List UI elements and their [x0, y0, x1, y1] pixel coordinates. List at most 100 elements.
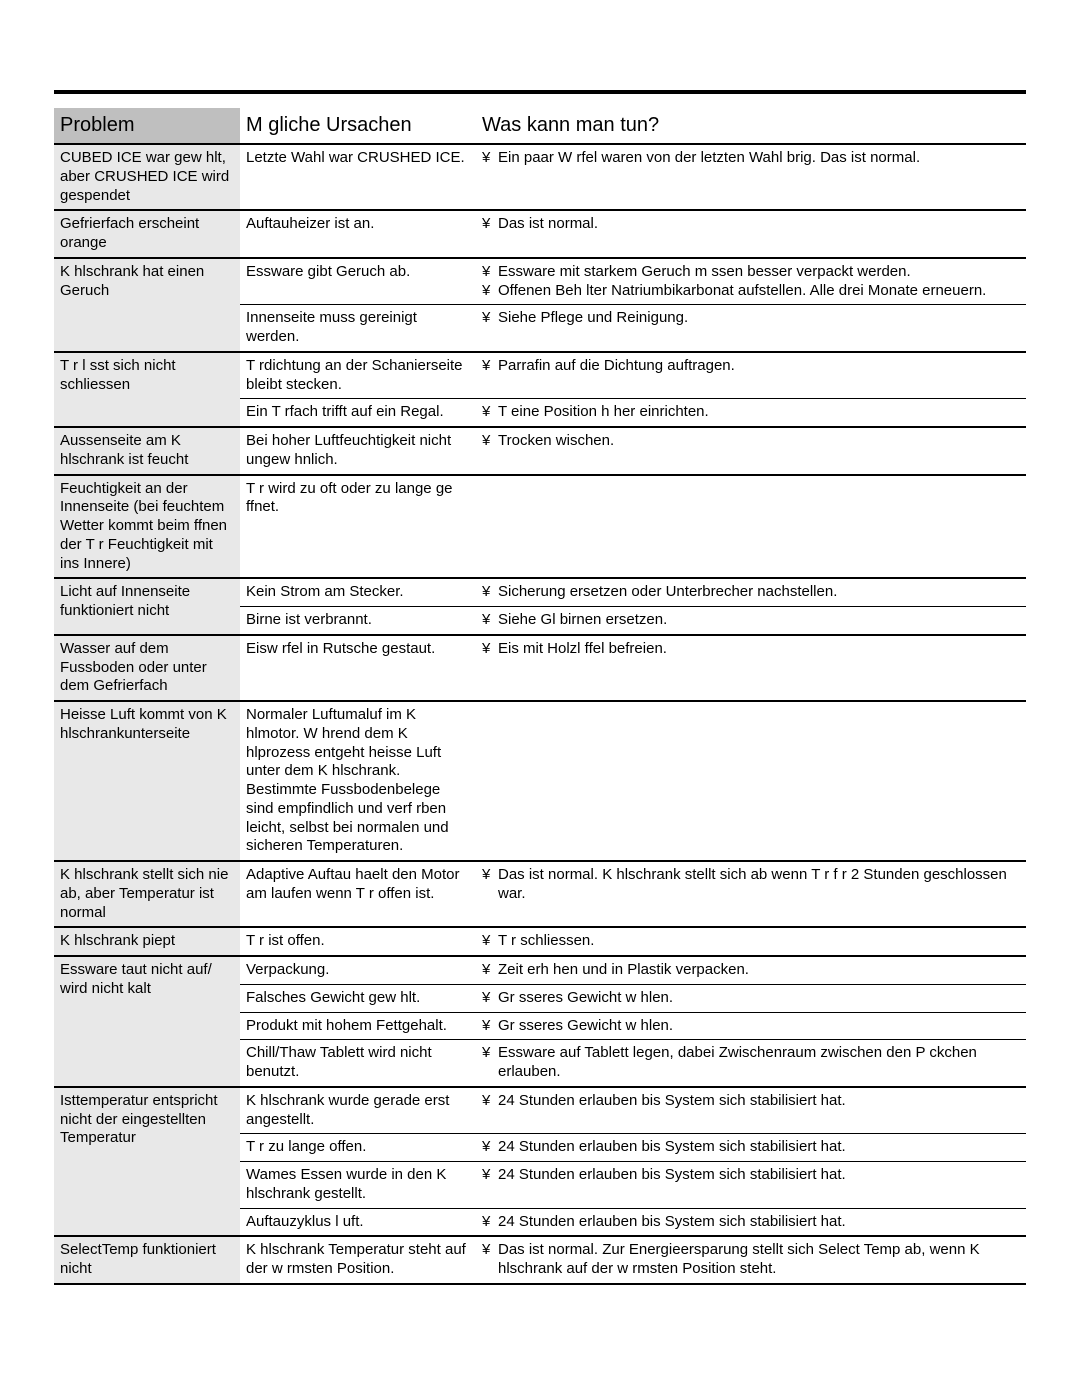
solution-line: ¥Ein paar W rfel waren von der letzten W…	[482, 149, 1018, 168]
table-row: Heisse Luft kommt von K hlschrankunterse…	[54, 701, 1026, 861]
solution-line: ¥Eis mit Holzl ffel befreien.	[482, 640, 1018, 659]
problem-cell: K hlschrank hat einen Geruch	[54, 258, 240, 352]
bullet-icon: ¥	[482, 215, 494, 234]
solution-cell: ¥Siehe Pflege und Reinigung.	[476, 305, 1026, 352]
solution-cell: ¥24 Stunden erlauben bis System sich sta…	[476, 1134, 1026, 1162]
table-header-row: Problem M gliche Ursachen Was kann man t…	[54, 108, 1026, 144]
troubleshooting-table: Problem M gliche Ursachen Was kann man t…	[54, 108, 1026, 1285]
col-header-solution: Was kann man tun?	[476, 108, 1026, 144]
solution-line: ¥Siehe Pflege und Reinigung.	[482, 309, 1018, 328]
solution-cell: ¥Ein paar W rfel waren von der letzten W…	[476, 144, 1026, 210]
solution-line: ¥24 Stunden erlauben bis System sich sta…	[482, 1138, 1018, 1157]
cause-cell: Birne ist verbrannt.	[240, 607, 476, 635]
problem-cell: Licht auf Innenseite funktioniert nicht	[54, 578, 240, 635]
solution-line: ¥Offenen Beh lter Natriumbikarbonat aufs…	[482, 282, 1018, 301]
solution-text: Siehe Pflege und Reinigung.	[498, 309, 1018, 328]
problem-cell: K hlschrank piept	[54, 927, 240, 956]
bullet-icon: ¥	[482, 961, 494, 980]
solution-text: Sicherung ersetzen oder Unterbrecher nac…	[498, 583, 1018, 602]
bullet-icon: ¥	[482, 1044, 494, 1063]
bullet-icon: ¥	[482, 583, 494, 602]
table-body: CUBED ICE war gew hlt, aber CRUSHED ICE …	[54, 144, 1026, 1284]
table-row: T r l sst sich nicht schliessenT rdichtu…	[54, 352, 1026, 399]
solution-text: Eis mit Holzl ffel befreien.	[498, 640, 1018, 659]
table-row: K hlschrank stellt sich nie ab, aber Tem…	[54, 861, 1026, 927]
cause-cell: K hlschrank Temperatur steht auf der w r…	[240, 1236, 476, 1284]
solution-cell: ¥Eis mit Holzl ffel befreien.	[476, 635, 1026, 701]
bullet-icon: ¥	[482, 1213, 494, 1232]
solution-text: Das ist normal. K hlschrank stellt sich …	[498, 866, 1018, 904]
solution-line: ¥Sicherung ersetzen oder Unterbrecher na…	[482, 583, 1018, 602]
solution-line: ¥Das ist normal. K hlschrank stellt sich…	[482, 866, 1018, 904]
table-row: Gefrierfach erscheint orangeAuftauheizer…	[54, 210, 1026, 258]
problem-cell: Feuchtigkeit an der Innenseite (bei feuc…	[54, 475, 240, 579]
bullet-icon: ¥	[482, 403, 494, 422]
solution-cell: ¥Gr sseres Gewicht w hlen.	[476, 1012, 1026, 1040]
cause-cell: Adaptive Auftau haelt den Motor am laufe…	[240, 861, 476, 927]
solution-line: ¥T eine Position h her einrichten.	[482, 403, 1018, 422]
bullet-icon: ¥	[482, 357, 494, 376]
bullet-icon: ¥	[482, 149, 494, 168]
solution-line: ¥Gr sseres Gewicht w hlen.	[482, 1017, 1018, 1036]
solution-text: 24 Stunden erlauben bis System sich stab…	[498, 1092, 1018, 1111]
table-row: Feuchtigkeit an der Innenseite (bei feuc…	[54, 475, 1026, 579]
solution-cell	[476, 701, 1026, 861]
bullet-icon: ¥	[482, 932, 494, 951]
bullet-icon: ¥	[482, 640, 494, 659]
solution-line: ¥Essware auf Tablett legen, dabei Zwisch…	[482, 1044, 1018, 1082]
solution-cell: ¥Trocken wischen.	[476, 427, 1026, 475]
solution-cell: ¥Siehe Gl birnen ersetzen.	[476, 607, 1026, 635]
solution-text: Parrafin auf die Dichtung auftragen.	[498, 357, 1018, 376]
bullet-icon: ¥	[482, 1092, 494, 1111]
table-row: CUBED ICE war gew hlt, aber CRUSHED ICE …	[54, 144, 1026, 210]
solution-line: ¥Gr sseres Gewicht w hlen.	[482, 989, 1018, 1008]
bullet-icon: ¥	[482, 1017, 494, 1036]
bullet-icon: ¥	[482, 309, 494, 328]
page: Problem M gliche Ursachen Was kann man t…	[0, 0, 1080, 1345]
cause-cell: Kein Strom am Stecker.	[240, 578, 476, 606]
cause-cell: Normaler Luftumaluf im K hlmotor. W hren…	[240, 701, 476, 861]
cause-cell: Eisw rfel in Rutsche gestaut.	[240, 635, 476, 701]
solution-line: ¥Essware mit starkem Geruch m ssen besse…	[482, 263, 1018, 282]
cause-cell: Essware gibt Geruch ab.	[240, 258, 476, 305]
table-row: Aussenseite am K hlschrank ist feuchtBei…	[54, 427, 1026, 475]
solution-text: Gr sseres Gewicht w hlen.	[498, 1017, 1018, 1036]
solution-line: ¥Trocken wischen.	[482, 432, 1018, 451]
bullet-icon: ¥	[482, 282, 494, 301]
bullet-icon: ¥	[482, 1241, 494, 1260]
top-rule	[54, 90, 1026, 94]
problem-cell: K hlschrank stellt sich nie ab, aber Tem…	[54, 861, 240, 927]
cause-cell: Bei hoher Luftfeuchtigkeit nicht ungew h…	[240, 427, 476, 475]
cause-cell: T r wird zu oft oder zu lange ge ffnet.	[240, 475, 476, 579]
cause-cell: Auftauheizer ist an.	[240, 210, 476, 258]
solution-text: 24 Stunden erlauben bis System sich stab…	[498, 1138, 1018, 1157]
problem-cell: Heisse Luft kommt von K hlschrankunterse…	[54, 701, 240, 861]
solution-line: ¥Parrafin auf die Dichtung auftragen.	[482, 357, 1018, 376]
solution-cell: ¥T eine Position h her einrichten.	[476, 399, 1026, 427]
solution-text: 24 Stunden erlauben bis System sich stab…	[498, 1213, 1018, 1232]
cause-cell: Produkt mit hohem Fettgehalt.	[240, 1012, 476, 1040]
solution-text: Offenen Beh lter Natriumbikarbonat aufst…	[498, 282, 1018, 301]
solution-text: Trocken wischen.	[498, 432, 1018, 451]
problem-cell: Aussenseite am K hlschrank ist feucht	[54, 427, 240, 475]
solution-text: T r schliessen.	[498, 932, 1018, 951]
cause-cell: Verpackung.	[240, 956, 476, 984]
bullet-icon: ¥	[482, 263, 494, 282]
problem-cell: CUBED ICE war gew hlt, aber CRUSHED ICE …	[54, 144, 240, 210]
solution-line: ¥Zeit erh hen und in Plastik verpacken.	[482, 961, 1018, 980]
solution-line: ¥Das ist normal. Zur Energieersparung st…	[482, 1241, 1018, 1279]
solution-text: Ein paar W rfel waren von der letzten Wa…	[498, 149, 1018, 168]
solution-cell: ¥Essware mit starkem Geruch m ssen besse…	[476, 258, 1026, 305]
cause-cell: Letzte Wahl war CRUSHED ICE.	[240, 144, 476, 210]
problem-cell: Gefrierfach erscheint orange	[54, 210, 240, 258]
problem-cell: Wasser auf dem Fussboden oder unter dem …	[54, 635, 240, 701]
problem-cell: T r l sst sich nicht schliessen	[54, 352, 240, 427]
bullet-icon: ¥	[482, 1138, 494, 1157]
solution-cell: ¥Das ist normal.	[476, 210, 1026, 258]
solution-line: ¥24 Stunden erlauben bis System sich sta…	[482, 1166, 1018, 1185]
problem-cell: Essware taut nicht auf/ wird nicht kalt	[54, 956, 240, 1087]
solution-cell: ¥T r schliessen.	[476, 927, 1026, 956]
bullet-icon: ¥	[482, 989, 494, 1008]
solution-cell: ¥24 Stunden erlauben bis System sich sta…	[476, 1208, 1026, 1236]
solution-cell: ¥Parrafin auf die Dichtung auftragen.	[476, 352, 1026, 399]
